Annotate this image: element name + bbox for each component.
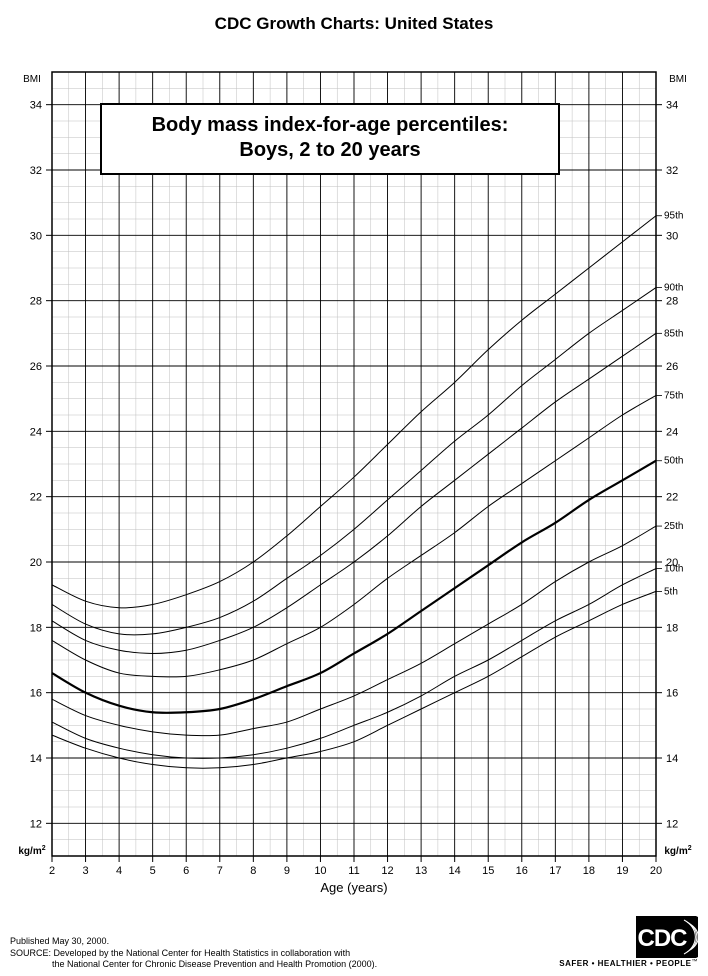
svg-text:30: 30: [666, 230, 678, 242]
svg-text:14: 14: [666, 753, 678, 765]
svg-text:3: 3: [82, 865, 88, 877]
svg-text:17: 17: [549, 865, 561, 877]
svg-text:4: 4: [116, 865, 122, 877]
chart: 2345678910111213141516171819201212141416…: [10, 56, 698, 900]
svg-text:26: 26: [666, 361, 678, 373]
svg-text:Age (years): Age (years): [320, 880, 387, 895]
percentile-label-10th: 10th: [664, 564, 683, 575]
percentile-label-25th: 25th: [664, 521, 683, 532]
svg-text:7: 7: [217, 865, 223, 877]
svg-text:34: 34: [666, 100, 678, 112]
chart-svg: 2345678910111213141516171819201212141416…: [10, 56, 698, 900]
svg-text:11: 11: [348, 865, 359, 877]
cdc-tagline: SAFER • HEALTHIER • PEOPLE™: [559, 959, 698, 968]
svg-text:30: 30: [30, 230, 42, 242]
percentile-label-90th: 90th: [664, 283, 683, 294]
svg-text:16: 16: [516, 865, 528, 877]
svg-text:22: 22: [30, 492, 42, 504]
svg-text:22: 22: [666, 492, 678, 504]
cdc-logo: CDC SAFER • HEALTHIER • PEOPLE™: [550, 914, 698, 968]
inset-line1: Body mass index-for-age percentiles:: [112, 113, 548, 138]
footer: Published May 30, 2000. SOURCE: Develope…: [10, 936, 530, 970]
svg-text:20: 20: [30, 557, 42, 569]
page: CDC Growth Charts: United States 2345678…: [0, 0, 708, 976]
svg-text:kg/m2: kg/m2: [18, 845, 45, 857]
svg-text:19: 19: [616, 865, 628, 877]
svg-text:12: 12: [666, 818, 678, 830]
svg-text:24: 24: [30, 426, 42, 438]
svg-text:10: 10: [314, 865, 326, 877]
svg-text:18: 18: [30, 622, 42, 634]
svg-text:24: 24: [666, 426, 678, 438]
percentile-label-5th: 5th: [664, 586, 678, 597]
svg-text:14: 14: [449, 865, 461, 877]
svg-text:14: 14: [30, 753, 42, 765]
svg-text:BMI: BMI: [669, 74, 687, 85]
svg-text:kg/m2: kg/m2: [664, 845, 691, 857]
percentile-label-95th: 95th: [664, 211, 683, 222]
footer-published: Published May 30, 2000.: [10, 936, 530, 947]
svg-text:18: 18: [666, 622, 678, 634]
svg-text:32: 32: [30, 165, 42, 177]
percentile-label-50th: 50th: [664, 456, 683, 467]
percentile-label-85th: 85th: [664, 328, 683, 339]
svg-text:12: 12: [381, 865, 393, 877]
svg-text:BMI: BMI: [23, 74, 41, 85]
svg-text:34: 34: [30, 100, 42, 112]
svg-text:16: 16: [30, 688, 42, 700]
svg-text:16: 16: [666, 688, 678, 700]
inset-line2: Boys, 2 to 20 years: [112, 138, 548, 163]
percentile-label-75th: 75th: [664, 390, 683, 401]
svg-text:8: 8: [250, 865, 256, 877]
svg-text:28: 28: [30, 296, 42, 308]
page-title: CDC Growth Charts: United States: [0, 14, 708, 34]
svg-text:5: 5: [150, 865, 156, 877]
footer-source-2: the National Center for Chronic Disease …: [10, 959, 530, 970]
svg-text:9: 9: [284, 865, 290, 877]
svg-text:15: 15: [482, 865, 494, 877]
svg-text:13: 13: [415, 865, 427, 877]
chart-inset-title: Body mass index-for-age percentiles: Boy…: [100, 103, 560, 175]
svg-text:32: 32: [666, 165, 678, 177]
svg-text:20: 20: [650, 865, 662, 877]
svg-text:28: 28: [666, 296, 678, 308]
svg-text:18: 18: [583, 865, 595, 877]
svg-text:26: 26: [30, 361, 42, 373]
cdc-logo-text: CDC: [638, 925, 688, 952]
svg-text:2: 2: [49, 865, 55, 877]
svg-text:12: 12: [30, 818, 42, 830]
footer-source-1: SOURCE: Developed by the National Center…: [10, 948, 530, 959]
svg-text:6: 6: [183, 865, 189, 877]
